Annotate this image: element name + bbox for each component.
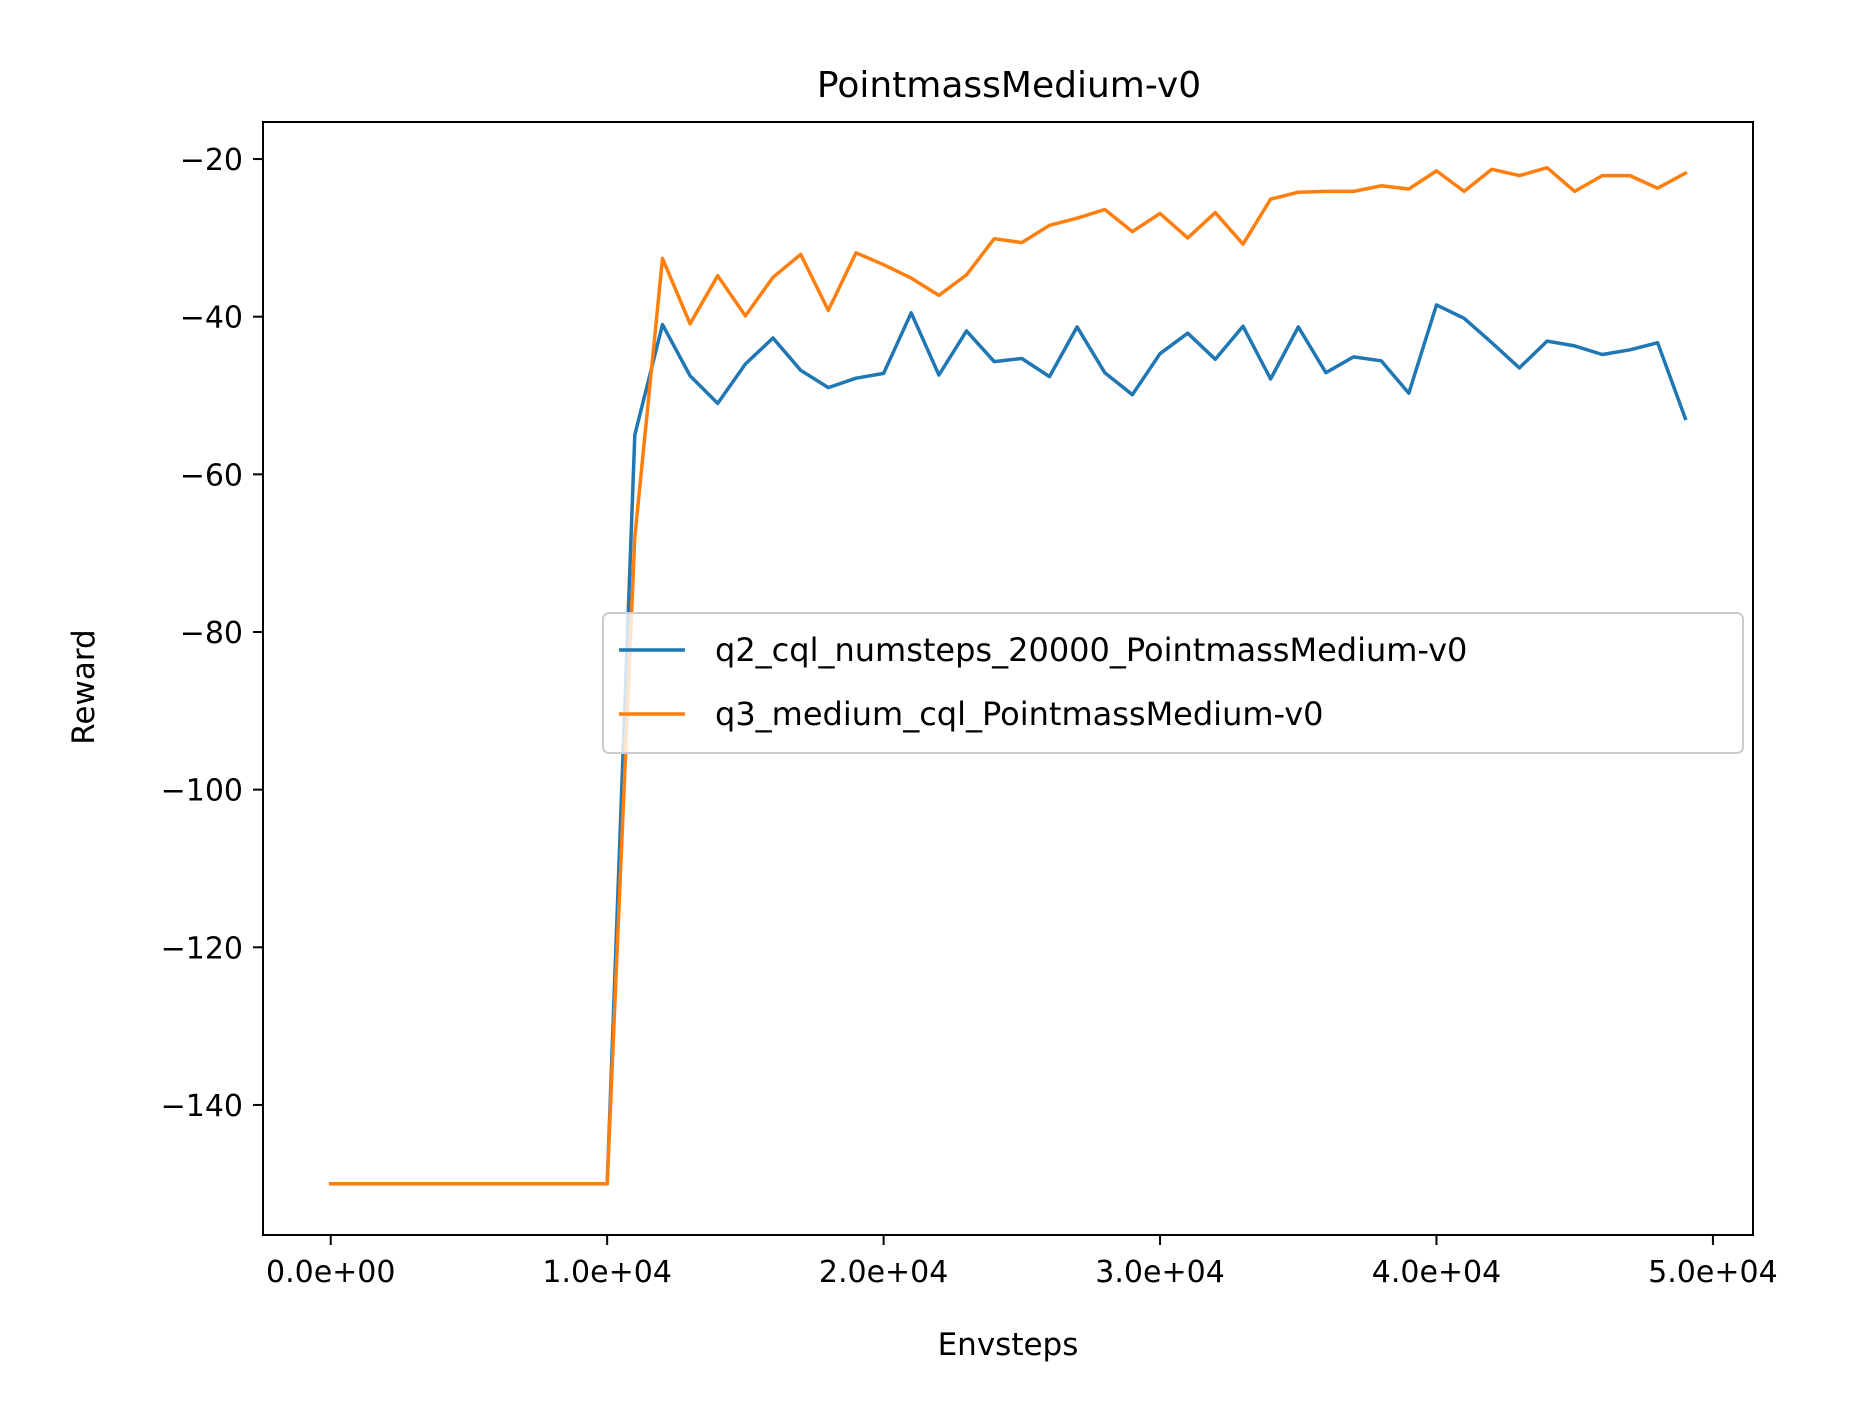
y-tick-label: −40 <box>180 301 243 336</box>
x-tick-label: 2.0e+04 <box>819 1255 948 1290</box>
series-line-2 <box>328 165 1688 1186</box>
legend-label-1: q2_cql_numsteps_20000_PointmassMedium-v0 <box>715 631 1467 669</box>
y-tick-label: −100 <box>161 774 243 809</box>
x-tick-label: 4.0e+04 <box>1372 1255 1501 1290</box>
x-axis-label: Envsteps <box>938 1327 1079 1363</box>
plot-frame <box>262 121 1754 1236</box>
plot-area <box>328 165 1688 1186</box>
x-tick-label: 1.0e+04 <box>542 1255 671 1290</box>
y-tick-label: −80 <box>180 616 243 651</box>
x-tick-label: 5.0e+04 <box>1648 1255 1777 1290</box>
x-tick-label: 0.0e+00 <box>266 1255 395 1290</box>
y-tick-label: −120 <box>161 931 243 966</box>
y-axis-label: Reward <box>66 629 102 744</box>
x-axis: 0.0e+00 1.0e+04 2.0e+04 3.0e+04 4.0e+04 5.0e+… <box>266 1235 1778 1290</box>
x-tick-label: 3.0e+04 <box>1095 1255 1224 1290</box>
legend: q2_cql_numsteps_20000_PointmassMedium-v0… <box>602 612 1744 754</box>
legend-box <box>602 612 1744 754</box>
y-axis: −20 −40 −60 −80 −100 −120 −140 <box>161 143 263 1124</box>
y-tick-label: −140 <box>161 1089 243 1124</box>
y-tick-label: −20 <box>180 143 243 178</box>
chart-title: PointmassMedium-v0 <box>817 65 1201 106</box>
y-tick-label: −60 <box>180 458 243 493</box>
legend-label-2: q3_medium_cql_PointmassMedium-v0 <box>715 695 1324 733</box>
